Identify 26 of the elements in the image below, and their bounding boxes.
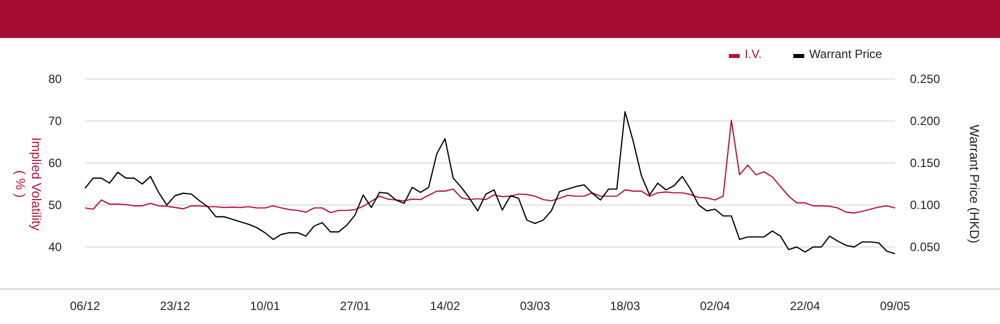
x-tick-label: 22/04 [790, 299, 820, 313]
x-tick-label: 27/01 [340, 299, 370, 313]
y2-tick-label: 0.150 [910, 156, 940, 170]
x-tick-label: 23/12 [160, 299, 190, 313]
y2-tick-label: 0.250 [910, 72, 940, 86]
line-series [84, 111, 896, 254]
y-tick-label: 70 [48, 114, 62, 128]
x-tick-label: 02/04 [700, 299, 730, 313]
y2-axis-title: Warrant Price (HKD) [967, 124, 982, 244]
legend-label: I.V. [744, 47, 762, 61]
y-axis-title: Implied Volatility ( % ) [13, 137, 44, 232]
y-tick-label: 80 [48, 72, 62, 86]
x-tick-label: 03/03 [520, 299, 550, 313]
y2-tick-label: 0.200 [910, 114, 940, 128]
y2-tick-label: 0.100 [910, 198, 940, 212]
x-tick-label: 06/12 [70, 299, 100, 313]
x-tick-label: 14/02 [430, 299, 460, 313]
y-tick-label: 40 [48, 240, 62, 254]
y-tick-label: 60 [48, 156, 62, 170]
legend-label: Warrant Price [809, 47, 882, 61]
y2-tick-label: 0.050 [910, 240, 940, 254]
x-tick-label: 09/05 [880, 299, 910, 313]
line-series [84, 120, 896, 214]
x-tick-label: 10/01 [250, 299, 280, 313]
x-tick-label: 18/03 [610, 299, 640, 313]
y-tick-label: 50 [48, 198, 62, 212]
